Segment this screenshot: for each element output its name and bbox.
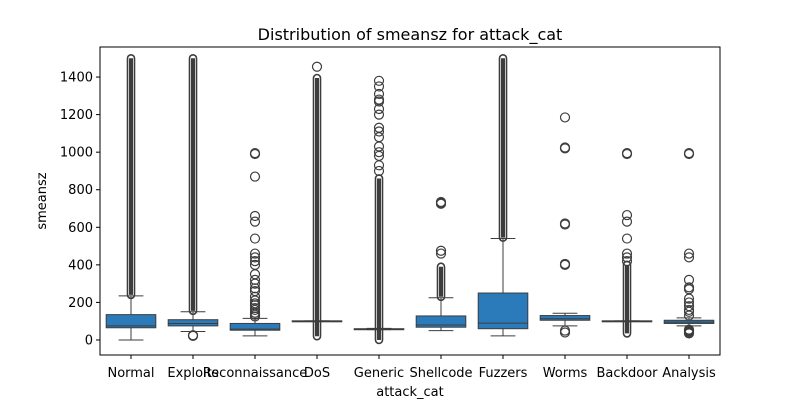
outlier-point: [311, 61, 323, 72]
box-worms: [539, 112, 591, 338]
x-tick-label: DoS: [304, 366, 330, 381]
x-axis-label: attack_cat: [376, 385, 444, 400]
iqr-box: [229, 322, 281, 331]
outlier-point: [373, 141, 385, 152]
y-tick-label: 0: [85, 333, 93, 348]
box-normal: [105, 53, 157, 341]
outlier-point: [373, 109, 385, 120]
outlier-point: [621, 252, 633, 263]
outlier-point: [683, 304, 695, 316]
box-dos: [291, 61, 343, 341]
outlier-point: [683, 297, 695, 308]
outlier-point: [373, 147, 385, 158]
outlier-point: [435, 248, 447, 259]
outlier-point: [621, 248, 633, 259]
iqr-box: [167, 319, 219, 327]
outlier-point: [249, 259, 261, 270]
outlier-point: [373, 88, 385, 100]
x-tick-label: Backdoor: [596, 366, 658, 381]
outlier-point: [187, 330, 199, 341]
y-tick-label: 1200: [60, 108, 93, 123]
outlier-point: [683, 324, 695, 335]
box-plot-marks: [105, 53, 715, 345]
outlier-point: [373, 165, 385, 177]
outlier-point: [373, 126, 385, 137]
outlier-band: [312, 73, 322, 341]
x-tick-label: Normal: [107, 366, 154, 381]
outlier-point: [249, 148, 261, 159]
outlier-point: [683, 248, 695, 259]
y-tick-label: 600: [68, 221, 93, 236]
outlier-point: [435, 196, 447, 208]
x-tick-label: Exploits: [167, 366, 218, 381]
outlier-point: [373, 81, 385, 92]
outlier-point: [559, 218, 571, 229]
outlier-point: [249, 255, 261, 267]
outlier-point: [683, 282, 695, 293]
y-tick-label: 200: [68, 296, 93, 311]
x-tick-label: Reconnaissance: [203, 366, 308, 381]
y-axis: 0 200 400 600 800 1000 1200 1400: [60, 71, 100, 348]
iqr-box: [105, 314, 157, 329]
y-tick-label: 1000: [60, 146, 93, 161]
box-analysis: [663, 148, 715, 339]
outlier-point: [373, 122, 385, 133]
y-tick-label: 400: [68, 258, 93, 273]
box-shellcode: [415, 196, 467, 332]
outlier-point: [249, 252, 261, 263]
plot-frame: [99, 46, 721, 356]
outlier-point: [249, 298, 261, 309]
y-tick-label: 800: [68, 183, 93, 198]
outlier-point: [559, 258, 571, 270]
box-generic: [353, 75, 405, 345]
x-tick-label: Analysis: [662, 366, 716, 381]
outlier-point: [621, 216, 633, 227]
box-reconnaissance: [229, 148, 281, 337]
outlier-point: [373, 160, 385, 171]
outlier-point: [683, 301, 695, 312]
outlier-point: [249, 233, 261, 244]
chart-title: Distribution of smeansz for attack_cat: [258, 25, 563, 45]
outlier-point: [249, 210, 261, 222]
x-tick-label: Generic: [354, 366, 404, 381]
outlier-point: [249, 248, 261, 259]
outlier-point: [559, 142, 571, 153]
iqr-box: [415, 315, 467, 328]
outlier-point: [249, 286, 261, 297]
outlier-point: [249, 269, 261, 280]
x-tick-label: Fuzzers: [479, 366, 528, 381]
outlier-point: [249, 302, 261, 314]
outlier-point: [621, 233, 633, 244]
y-axis-label: smeansz: [35, 172, 50, 229]
outlier-point: [683, 252, 695, 263]
outlier-point: [249, 274, 261, 285]
outlier-point: [559, 112, 571, 123]
x-tick-label: Shellcode: [409, 366, 472, 381]
outlier-point: [559, 325, 571, 336]
box-exploits: [167, 53, 219, 341]
outlier-point: [373, 75, 385, 86]
outlier-point: [683, 274, 695, 285]
outlier-point: [373, 94, 385, 105]
outlier-point: [683, 148, 695, 159]
outlier-point: [249, 171, 261, 182]
outlier-point: [621, 255, 633, 267]
y-tick-label: 1400: [60, 71, 93, 86]
outlier-point: [621, 148, 633, 159]
outlier-point: [621, 209, 633, 221]
outlier-point: [249, 216, 261, 227]
outlier-point: [435, 245, 447, 256]
iqr-box: [539, 315, 591, 321]
box-fuzzers: [477, 53, 529, 337]
box-backdoor: [601, 148, 653, 338]
x-tick-label: Worms: [543, 366, 588, 381]
